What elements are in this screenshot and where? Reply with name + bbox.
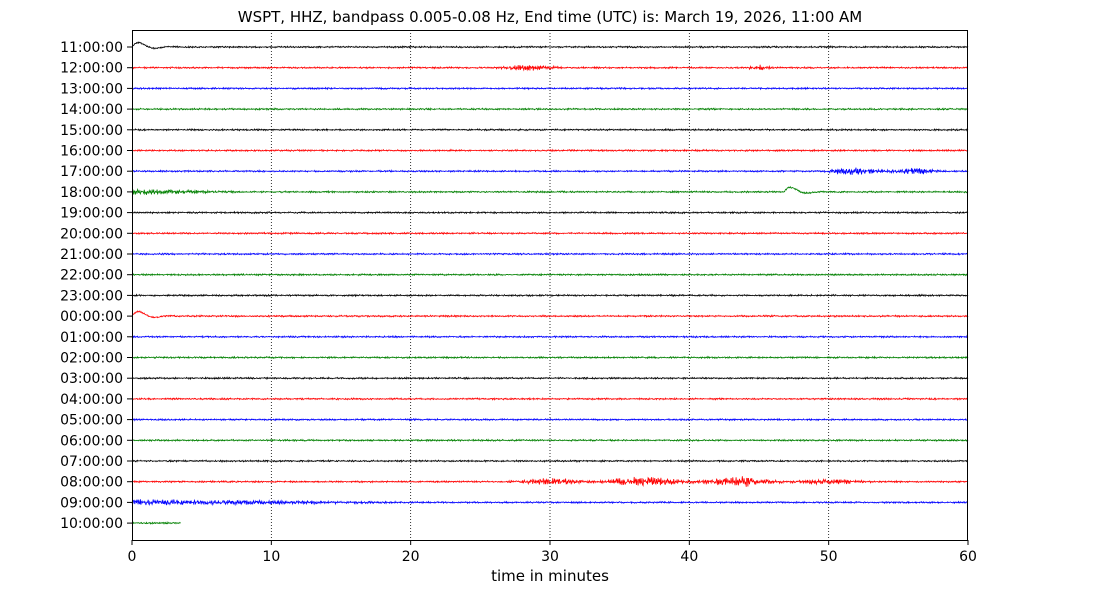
trace-220000 <box>131 272 969 277</box>
trace-160000 <box>131 148 969 153</box>
row-time-label: 18:00:00 <box>60 185 123 201</box>
trace-190000 <box>131 210 969 215</box>
row-time-label: 15:00:00 <box>60 123 123 139</box>
row-time-label: 23:00:00 <box>60 288 123 304</box>
row-time-label: 03:00:00 <box>60 371 123 387</box>
trace-110000 <box>131 41 969 50</box>
trace-210000 <box>131 251 969 257</box>
x-tick-label: 20 <box>402 549 420 565</box>
row-time-label: 06:00:00 <box>60 433 123 449</box>
row-time-label: 17:00:00 <box>60 164 123 180</box>
trace-100000 <box>131 521 181 525</box>
row-time-label: 08:00:00 <box>60 475 123 491</box>
trace-010000 <box>131 334 969 339</box>
x-axis-ticks: 0 10 20 30 40 50 60 <box>128 540 977 565</box>
trace-080000 <box>131 476 969 488</box>
grid-lines <box>270 30 830 540</box>
x-tick-label: 60 <box>959 549 977 565</box>
trace-000000 <box>131 310 969 319</box>
row-time-label: 07:00:00 <box>60 454 123 470</box>
row-time-label: 22:00:00 <box>60 268 123 284</box>
trace-180000 <box>131 185 969 196</box>
trace-140000 <box>131 107 969 112</box>
row-time-label: 10:00:00 <box>60 516 123 532</box>
x-tick-label: 40 <box>680 549 698 565</box>
x-tick-label: 10 <box>262 549 280 565</box>
x-tick-label: 30 <box>541 549 559 565</box>
trace-070000 <box>131 459 969 463</box>
trace-150000 <box>131 127 969 132</box>
row-time-label: 00:00:00 <box>60 309 123 325</box>
trace-120000 <box>131 64 969 72</box>
trace-170000 <box>131 167 969 175</box>
row-time-labels: 11:00:00 12:00:00 13:00:00 14:00:00 15:00:00… <box>60 40 132 532</box>
row-time-label: 01:00:00 <box>60 330 123 346</box>
row-time-label: 21:00:00 <box>60 247 123 263</box>
x-tick-label: 50 <box>820 549 838 565</box>
row-time-label: 14:00:00 <box>60 102 123 118</box>
trace-090000 <box>131 498 969 507</box>
row-time-label: 12:00:00 <box>60 61 123 77</box>
chart-title: WSPT, HHZ, bandpass 0.005-0.08 Hz, End t… <box>237 8 863 26</box>
plot-frame <box>132 30 968 541</box>
row-time-label: 04:00:00 <box>60 392 123 408</box>
trace-230000 <box>131 293 969 298</box>
trace-040000 <box>131 396 969 401</box>
trace-030000 <box>131 376 969 381</box>
row-time-label: 11:00:00 <box>60 40 123 56</box>
seismogram-traces <box>131 41 969 525</box>
trace-050000 <box>131 417 969 422</box>
row-time-label: 13:00:00 <box>60 81 123 97</box>
trace-020000 <box>131 355 969 360</box>
trace-060000 <box>131 438 969 443</box>
trace-200000 <box>131 231 969 236</box>
row-time-label: 09:00:00 <box>60 495 123 511</box>
trace-130000 <box>131 86 969 91</box>
row-time-label: 19:00:00 <box>60 206 123 222</box>
row-time-label: 02:00:00 <box>60 351 123 367</box>
x-tick-label: 0 <box>128 549 137 565</box>
row-time-label: 05:00:00 <box>60 413 123 429</box>
row-time-label: 16:00:00 <box>60 144 123 160</box>
row-time-label: 20:00:00 <box>60 226 123 242</box>
x-axis-label: time in minutes <box>491 567 609 585</box>
